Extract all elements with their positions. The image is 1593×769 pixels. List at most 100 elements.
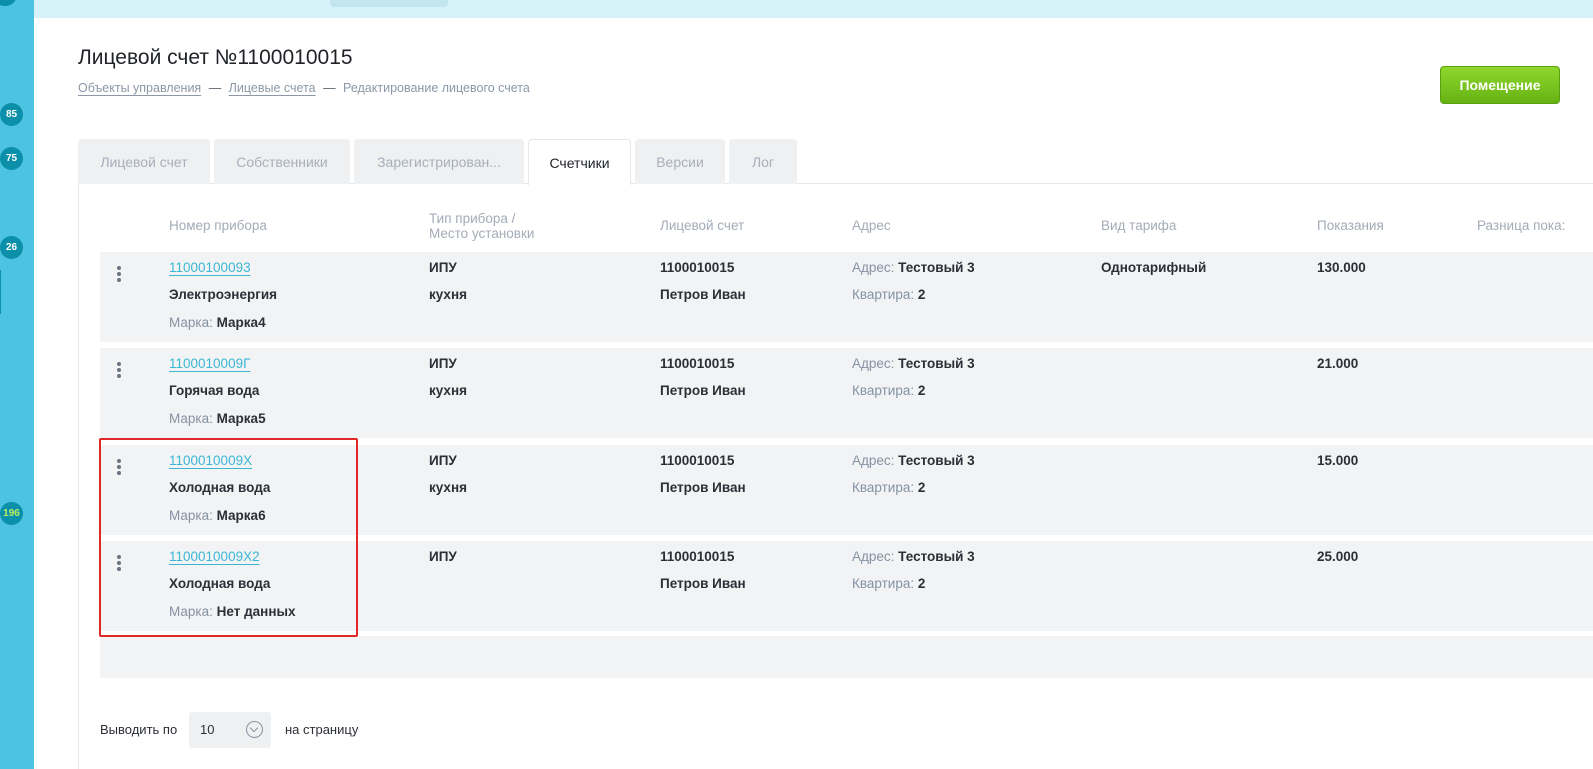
top-bar: [34, 0, 1593, 18]
pager-prefix: Выводить по: [100, 722, 178, 737]
address-value: Адрес: Тестовый 3: [852, 453, 975, 468]
meter-brand: Марка: Марка5: [169, 411, 266, 426]
address-text: Тестовый 3: [898, 549, 975, 564]
row-menu-icon[interactable]: [117, 362, 121, 380]
tariff-value: Однотарифный: [1101, 260, 1207, 275]
tab-registered[interactable]: Зарегистрирован...: [354, 139, 524, 184]
apartment-text: 2: [917, 383, 926, 398]
meter-place: кухня: [429, 480, 467, 495]
meter-brand: Марка: Марка6: [169, 508, 266, 523]
header-readings-diff[interactable]: Разница пока:: [1477, 218, 1566, 233]
meter-resource: Электроэнергия: [169, 287, 278, 302]
apartment-value: Квартира: 2: [852, 576, 925, 591]
breadcrumb-separator: —: [323, 81, 336, 95]
meter-type: ИПУ: [429, 549, 457, 564]
meter-brand: Марка: Марка4: [169, 315, 266, 330]
apartment-value: Квартира: 2: [852, 383, 925, 398]
header-meter-type-line2: Место установки: [429, 226, 535, 241]
meter-resource: Холодная вода: [169, 576, 271, 591]
brand-label: Марка:: [169, 508, 213, 523]
page-size-value: 10: [200, 722, 215, 737]
table-row: [100, 541, 1593, 631]
address-value: Адрес: Тестовый 3: [852, 260, 975, 275]
table-footer-row: [100, 636, 1593, 678]
sidebar-badge-partial: [0, 0, 16, 6]
meter-place: кухня: [429, 383, 467, 398]
table-row: [100, 252, 1593, 342]
account-owner: Петров Иван: [660, 287, 746, 302]
sidebar-badge[interactable]: 196: [0, 502, 23, 525]
header-meter-type[interactable]: Тип прибора / Место установки: [429, 211, 534, 241]
address-value: Адрес: Тестовый 3: [852, 356, 975, 371]
sidebar-indicator: [0, 270, 1, 314]
tab-meters[interactable]: Счетчики: [528, 139, 631, 185]
reading-value: 15.000: [1317, 453, 1359, 468]
header-tariff[interactable]: Вид тарифа: [1101, 218, 1177, 233]
brand-label: Марка:: [169, 315, 213, 330]
meter-type: ИПУ: [429, 260, 457, 275]
top-tab[interactable]: [330, 0, 448, 7]
breadcrumb-link-accounts[interactable]: Лицевые счета: [228, 81, 316, 95]
meter-resource: Холодная вода: [169, 480, 271, 495]
sidebar: 85 75 26 196: [0, 0, 34, 769]
brand-value: Нет данных: [216, 604, 296, 619]
header-meter-number[interactable]: Номер прибора: [169, 218, 267, 233]
header-readings[interactable]: Показания: [1317, 218, 1384, 233]
chevron-down-icon[interactable]: [246, 721, 263, 738]
address-label: Адрес:: [852, 453, 895, 468]
header-account[interactable]: Лицевой счет: [660, 218, 745, 233]
reading-value: 21.000: [1317, 356, 1359, 371]
apartment-label: Квартира:: [852, 480, 915, 495]
address-value: Адрес: Тестовый 3: [852, 549, 975, 564]
meter-number-link[interactable]: 1100010009Х2: [169, 549, 260, 564]
header-address[interactable]: Адрес: [852, 218, 891, 233]
account-number: 1100010015: [660, 549, 735, 564]
meter-number-link[interactable]: 11000100093: [169, 260, 251, 275]
breadcrumb: Объекты управления — Лицевые счета — Ред…: [78, 81, 530, 95]
apartment-text: 2: [917, 287, 926, 302]
meter-brand: Марка: Нет данных: [169, 604, 296, 619]
account-number: 1100010015: [660, 356, 735, 371]
apartment-label: Квартира:: [852, 576, 915, 591]
tab-owners[interactable]: Собственники: [214, 139, 350, 184]
header-meter-type-line1: Тип прибора /: [429, 211, 516, 226]
brand-label: Марка:: [169, 604, 213, 619]
apartment-label: Квартира:: [852, 287, 915, 302]
tab-log[interactable]: Лог: [729, 139, 797, 184]
tab-versions[interactable]: Версии: [635, 139, 725, 184]
meter-place: кухня: [429, 287, 467, 302]
address-label: Адрес:: [852, 356, 895, 371]
meter-type: ИПУ: [429, 453, 457, 468]
room-button[interactable]: Помещение: [1440, 66, 1560, 104]
sidebar-badge[interactable]: 75: [0, 147, 23, 170]
highlight-box: [99, 438, 358, 637]
account-number: 1100010015: [660, 453, 735, 468]
reading-value: 130.000: [1317, 260, 1366, 275]
tab-account[interactable]: Лицевой счет: [78, 139, 210, 184]
meter-number-link[interactable]: 1100010009Г: [169, 356, 251, 371]
breadcrumb-separator: —: [208, 81, 222, 95]
address-label: Адрес:: [852, 260, 895, 275]
account-number: 1100010015: [660, 260, 735, 275]
page-size-select[interactable]: 10: [189, 712, 271, 748]
address-label: Адрес:: [852, 549, 895, 564]
meter-number-link[interactable]: 1100010009Х: [169, 453, 253, 468]
row-menu-icon[interactable]: [117, 266, 121, 284]
brand-value: Марка6: [216, 508, 266, 523]
meter-resource: Горячая вода: [169, 383, 260, 398]
sidebar-badge[interactable]: 85: [0, 103, 23, 126]
row-menu-icon[interactable]: [117, 459, 121, 477]
brand-label: Марка:: [169, 411, 213, 426]
breadcrumb-link-objects[interactable]: Объекты управления: [78, 81, 202, 95]
table-row: [100, 348, 1593, 438]
row-menu-icon[interactable]: [117, 555, 121, 573]
address-text: Тестовый 3: [898, 356, 975, 371]
table-row: [100, 445, 1593, 535]
apartment-value: Квартира: 2: [852, 287, 925, 302]
brand-value: Марка4: [216, 315, 266, 330]
page-title: Лицевой счет №1100010015: [78, 46, 353, 69]
apartment-label: Квартира:: [852, 383, 915, 398]
address-text: Тестовый 3: [898, 453, 975, 468]
sidebar-badge[interactable]: 26: [0, 236, 23, 259]
brand-value: Марка5: [216, 411, 266, 426]
